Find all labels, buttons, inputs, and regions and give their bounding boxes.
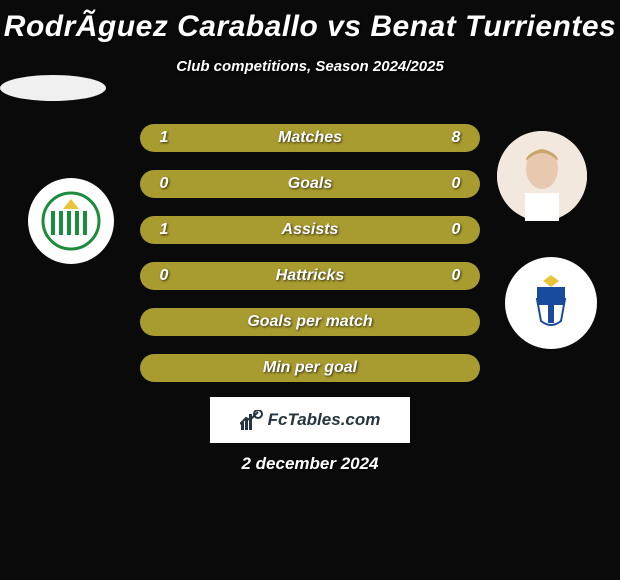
fctables-attribution: FcTables.com [210, 397, 410, 443]
betis-crest-icon [41, 191, 101, 251]
stat-row: Goals per match [140, 308, 480, 336]
stat-right-value: 0 [446, 267, 466, 285]
stat-right-value: 0 [446, 175, 466, 193]
stat-left-value: 0 [154, 175, 174, 193]
stat-left-value: 1 [154, 221, 174, 239]
stat-category: Goals [174, 175, 446, 193]
fctables-label: FcTables.com [268, 410, 381, 430]
date-label: 2 december 2024 [0, 454, 620, 474]
page-subtitle: Club competitions, Season 2024/2025 [0, 58, 620, 75]
stat-category: Matches [174, 129, 446, 147]
stat-right-value: 0 [446, 221, 466, 239]
stat-row: 0 Goals 0 [140, 170, 480, 198]
stats-container: 1 Matches 8 0 Goals 0 1 Assists 0 0 Hatt… [140, 124, 480, 400]
stat-category: Assists [174, 221, 446, 239]
stat-row: 1 Assists 0 [140, 216, 480, 244]
player2-avatar [497, 131, 587, 221]
player1-avatar [0, 75, 106, 101]
real-sociedad-crest-icon [517, 269, 585, 337]
fctables-logo-icon [240, 410, 264, 430]
stat-category: Min per goal [174, 359, 446, 377]
stat-row: 1 Matches 8 [140, 124, 480, 152]
page-title: RodrÃ­guez Caraballo vs Benat Turrientes [0, 0, 620, 44]
stat-row: 0 Hattricks 0 [140, 262, 480, 290]
stat-category: Goals per match [174, 313, 446, 331]
stat-row: Min per goal [140, 354, 480, 382]
stat-left-value: 1 [154, 129, 174, 147]
stat-right-value: 8 [446, 129, 466, 147]
stat-category: Hattricks [174, 267, 446, 285]
stat-left-value: 0 [154, 267, 174, 285]
